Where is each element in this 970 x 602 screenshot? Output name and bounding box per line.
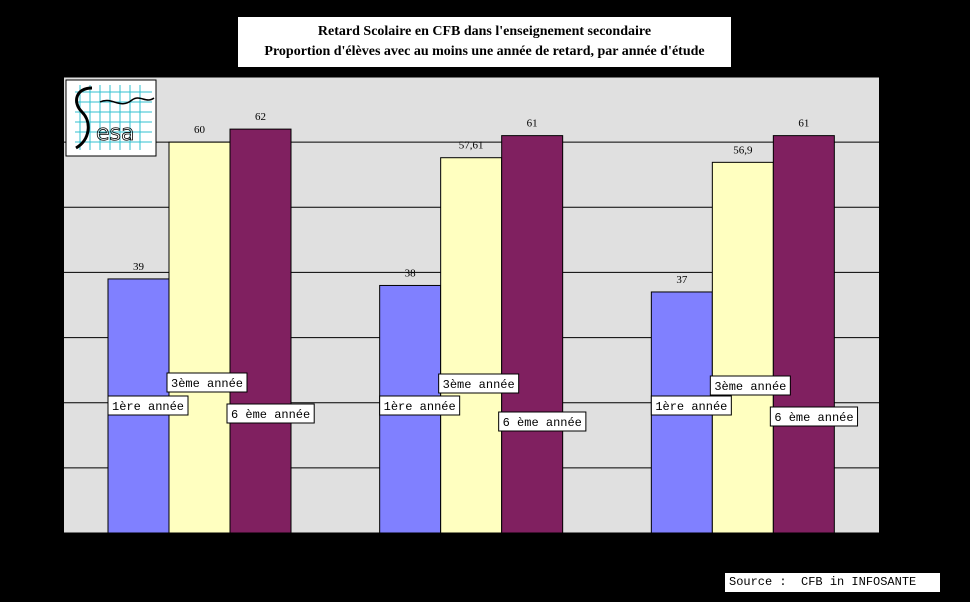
series-label: 6 ème année: [231, 408, 310, 422]
bar: [168, 141, 231, 534]
series-label: 3ème année: [714, 380, 786, 394]
value-label: 61: [798, 118, 809, 130]
series-label-box: 6 ème année: [226, 403, 315, 424]
series-label-box: 6 ème année: [498, 411, 587, 432]
value-label: 62: [255, 111, 266, 123]
logo-text: esa: [96, 121, 134, 146]
value-label: 38: [405, 267, 417, 279]
bars: [107, 128, 835, 534]
value-labels: 39 60 62 38 57,61 61 37 56,9 61: [133, 111, 809, 286]
series-label-box: 1ère année: [107, 395, 189, 416]
series-label: 3ème année: [171, 377, 243, 391]
title-line-1: Retard Scolaire en CFB dans l'enseigneme…: [317, 24, 652, 39]
logo: esa: [65, 79, 157, 157]
bar: [711, 161, 774, 534]
title-line-2: Proportion d'élèves avec au moins une an…: [264, 44, 705, 59]
series-label-box: 1ère année: [650, 395, 732, 416]
bar: [772, 135, 835, 534]
bar: [440, 157, 503, 534]
series-label: 6 ème année: [503, 416, 582, 430]
series-labels: 1ère année 3ème année 6 ème année 1ère anné…: [107, 372, 859, 432]
source-note: Source : CFB in INFOSANTE: [725, 573, 940, 592]
series-label-box: 3ème année: [166, 372, 248, 393]
value-label: 57,61: [459, 140, 484, 152]
series-label-box: 3ème année: [709, 375, 791, 396]
value-label: 56,9: [733, 144, 753, 156]
value-label: 39: [133, 261, 145, 273]
series-label-box: 6 ème année: [769, 406, 859, 427]
value-label: 60: [194, 124, 206, 136]
bar: [229, 128, 292, 534]
chart-title: Retard Scolaire en CFB dans l'enseigneme…: [238, 17, 731, 67]
bar: [501, 135, 564, 534]
series-label: 3ème année: [443, 378, 515, 392]
series-label-box: 1ère année: [379, 395, 461, 416]
series-label: 1ère année: [112, 400, 184, 414]
value-label: 61: [527, 118, 538, 130]
series-label: 1ère année: [384, 400, 456, 414]
x-ticks: [335, 533, 608, 538]
value-label: 37: [676, 274, 688, 286]
series-label-box: 3ème année: [438, 373, 520, 394]
series-label: 1ère année: [655, 400, 727, 414]
series-label: 6 ème année: [774, 411, 853, 425]
